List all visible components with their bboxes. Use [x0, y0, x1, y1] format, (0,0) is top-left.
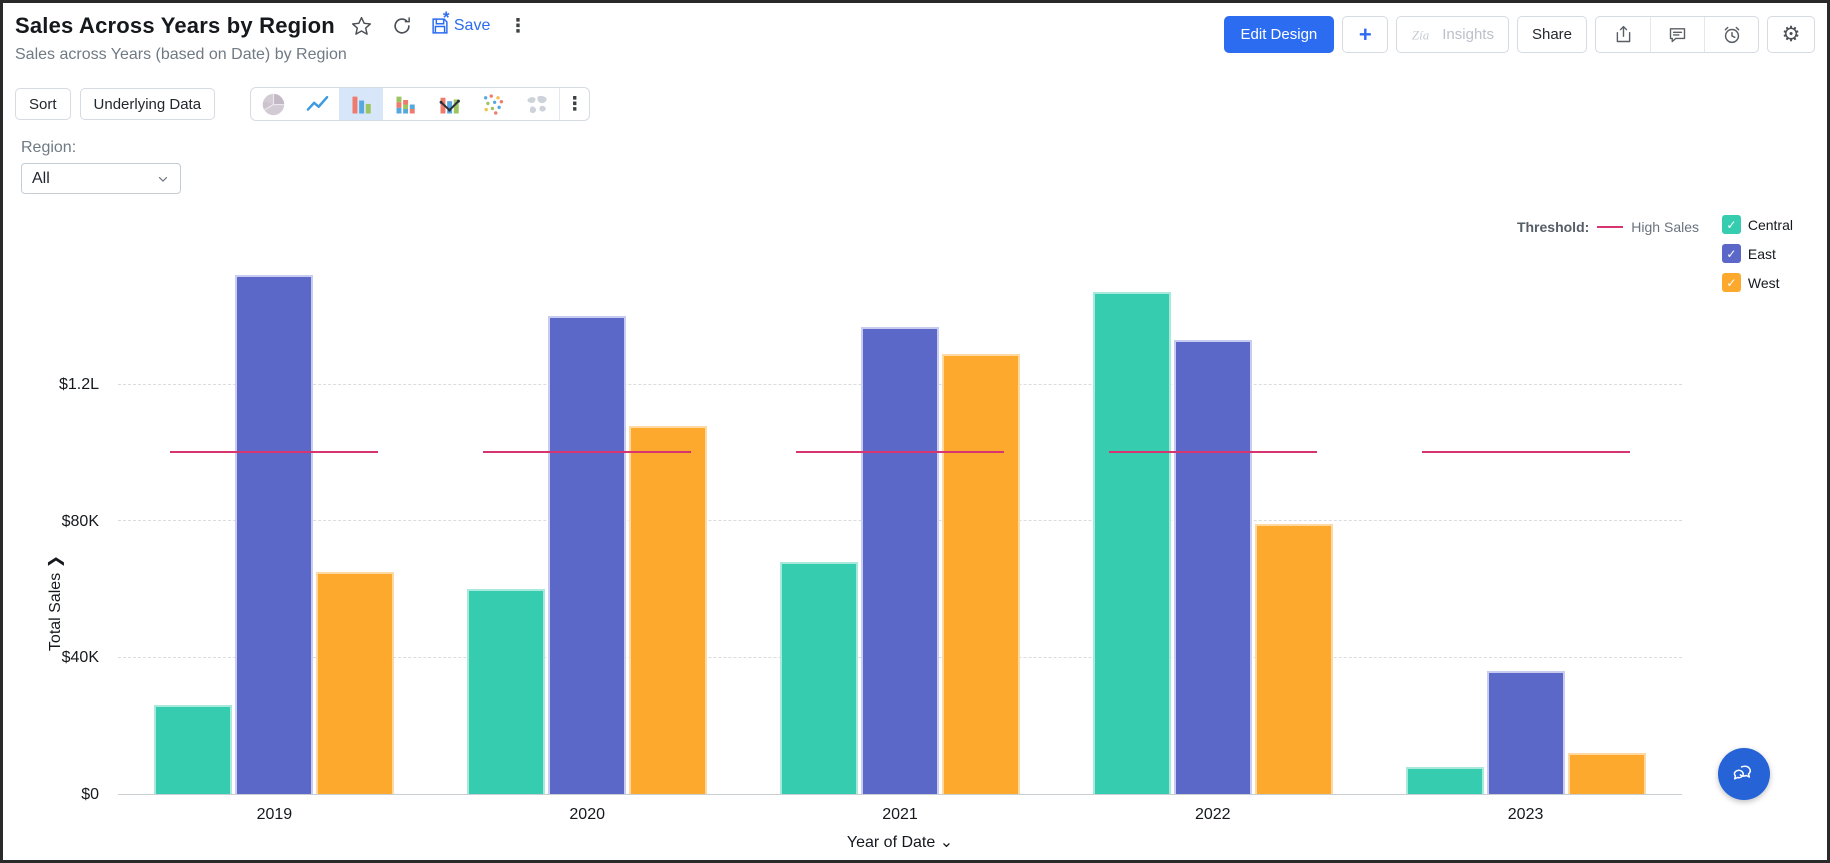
svg-text:Zía: Zía: [1412, 27, 1430, 42]
add-button[interactable]: +: [1342, 16, 1389, 53]
chart-region: Threshold: High Sales ✓ Central ✓ East ✓ West…: [3, 183, 1827, 860]
share-button[interactable]: Share: [1516, 16, 1587, 53]
x-axis-title[interactable]: Year of Date ⌄: [846, 834, 954, 851]
threshold-line: [1421, 450, 1630, 453]
favorite-star-icon[interactable]: [349, 13, 375, 39]
chevron-icon: ❯: [47, 554, 64, 569]
threshold-line: [1108, 450, 1317, 453]
y-axis-ticks: $0 $40K $80K $1.2L: [3, 231, 109, 803]
bar-central-2020[interactable]: [467, 589, 546, 794]
region-filter: Region: All: [21, 139, 181, 194]
legend-label: Central: [1747, 216, 1793, 233]
edit-design-button[interactable]: Edit Design: [1223, 16, 1335, 53]
bar-line-combo-icon[interactable]: [427, 88, 471, 120]
y-tick-label: $40K: [61, 649, 99, 667]
bar-east-2019[interactable]: [235, 275, 314, 794]
bar-central-2019[interactable]: [154, 705, 233, 794]
threshold-line: [170, 450, 379, 453]
x-tick-label: 2022: [1194, 806, 1231, 823]
unsaved-indicator-icon: *: [442, 8, 450, 27]
legend-checkbox-icon: ✓: [1721, 215, 1741, 234]
chart-type-switcher: ⋮: [250, 87, 591, 121]
chat-bubbles-icon: [1733, 765, 1752, 780]
header-actions: Edit Design + Zía Insights Share: [1223, 16, 1815, 53]
x-tick-label: 2021: [882, 806, 918, 823]
legend-toggle-west[interactable]: ✓ West: [1721, 273, 1793, 292]
more-chart-types-icon[interactable]: ⋮: [559, 88, 589, 120]
bar-east-2023[interactable]: [1486, 671, 1565, 794]
x-tick-label: 2020: [569, 806, 605, 823]
bar-east-2022[interactable]: [1173, 340, 1252, 794]
header: Sales Across Years by Region * Save ⋮ Sa…: [15, 8, 531, 64]
bar-east-2020[interactable]: [548, 316, 627, 794]
threshold-line: [483, 450, 692, 453]
chevron-down-icon: [158, 176, 168, 182]
alerts-clock-icon[interactable]: [1704, 17, 1758, 52]
y-tick-label: $1.2L: [58, 375, 99, 393]
bar-west-2023[interactable]: [1567, 753, 1646, 794]
bar-group-2023: 2023: [1369, 231, 1682, 823]
region-filter-dropdown[interactable]: All: [21, 163, 181, 194]
legend-checkbox-icon: ✓: [1721, 273, 1741, 292]
plot-area: 2019 2020 2021 2022 2023: [118, 231, 1682, 823]
bar-west-2021[interactable]: [941, 353, 1020, 794]
bar-central-2021[interactable]: [779, 561, 858, 794]
scatter-chart-icon[interactable]: [471, 88, 515, 120]
underlying-data-button[interactable]: Underlying Data: [79, 88, 216, 120]
legend-toggle-east[interactable]: ✓ East: [1721, 244, 1793, 263]
legend-checkbox-icon: ✓: [1721, 244, 1741, 263]
bar-central-2023[interactable]: [1405, 766, 1484, 794]
region-filter-label: Region:: [21, 139, 77, 156]
series-legend: ✓ Central ✓ East ✓ West: [1721, 215, 1793, 292]
bar-chart-icon[interactable]: [339, 88, 384, 120]
x-tick-label: 2019: [256, 806, 293, 823]
header-icon-group: [1595, 16, 1759, 53]
chart-toolbar: Sort Underlying Data: [15, 87, 591, 121]
legend-label: East: [1747, 245, 1776, 262]
threshold-legend: Threshold: High Sales: [1516, 219, 1699, 235]
x-tick-label: 2023: [1507, 806, 1544, 823]
bar-west-2020[interactable]: [629, 425, 708, 794]
stacked-bar-chart-icon[interactable]: [383, 88, 427, 120]
report-subtitle: Sales across Years (based on Date) by Re…: [15, 46, 347, 63]
chevron-down-icon: ⌄: [939, 834, 954, 851]
bar-group-2021: 2021: [744, 231, 1057, 823]
y-tick-label: $80K: [61, 512, 99, 530]
export-icon[interactable]: [1596, 17, 1650, 52]
bar-central-2022[interactable]: [1092, 292, 1171, 794]
line-chart-icon[interactable]: [295, 88, 339, 120]
zia-logo-icon: Zía: [1412, 27, 1430, 42]
y-axis-title[interactable]: Total Sales ❯: [47, 554, 64, 652]
chat-assistant-button[interactable]: [1718, 748, 1770, 800]
save-button[interactable]: * Save: [429, 8, 490, 37]
bar-east-2021[interactable]: [860, 326, 939, 794]
pie-chart-icon[interactable]: [251, 88, 295, 120]
page-title: Sales Across Years by Region: [15, 13, 335, 38]
legend-toggle-central[interactable]: ✓ Central: [1721, 215, 1793, 234]
threshold-line: [795, 450, 1004, 453]
sort-button[interactable]: Sort: [15, 88, 71, 120]
legend-label: West: [1747, 274, 1780, 291]
more-options-icon[interactable]: ⋮: [508, 15, 528, 37]
bar-group-2019: 2019: [118, 231, 431, 823]
settings-gear-icon[interactable]: ⚙: [1767, 16, 1815, 53]
plot-groups: 2019 2020 2021 2022 2023: [118, 231, 1682, 823]
bar-group-2020: 2020: [431, 231, 744, 823]
y-tick-label: $0: [81, 786, 99, 803]
world-map-chart-icon[interactable]: [515, 88, 559, 120]
comments-icon[interactable]: [1650, 17, 1704, 52]
threshold-line-swatch: [1597, 226, 1624, 228]
bar-group-2022: 2022: [1056, 231, 1369, 823]
zia-insights-button[interactable]: Zía Insights: [1396, 16, 1509, 53]
refresh-icon[interactable]: [389, 13, 415, 39]
bar-west-2022[interactable]: [1254, 524, 1333, 794]
bar-west-2019[interactable]: [316, 572, 395, 794]
